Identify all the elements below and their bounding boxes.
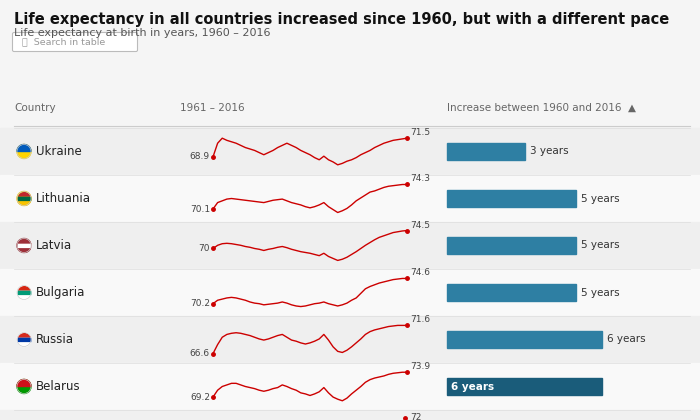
Bar [0,363,700,410]
Text: 68.9: 68.9 [190,152,210,161]
Text: 🔍  Search in table: 🔍 Search in table [22,37,105,47]
Bar [447,236,576,255]
Text: Bulgaria: Bulgaria [36,286,85,299]
Text: 5 years: 5 years [581,194,620,204]
Text: Latvia: Latvia [36,239,72,252]
Bar [0,222,700,269]
Text: 1961 – 2016: 1961 – 2016 [180,103,244,113]
Bar [447,189,576,207]
Circle shape [17,239,31,252]
Text: Life expectancy in all countries increased since 1960, but with a different pace: Life expectancy in all countries increas… [14,12,669,27]
Circle shape [17,192,31,205]
Text: Life expectancy at birth in years, 1960 – 2016: Life expectancy at birth in years, 1960 … [14,28,270,38]
Circle shape [17,380,31,394]
Text: 74.6: 74.6 [410,268,430,278]
Circle shape [17,286,31,299]
Text: Increase between 1960 and 2016  ▲: Increase between 1960 and 2016 ▲ [447,103,636,113]
Bar [0,269,700,316]
Text: 71.5: 71.5 [410,128,430,137]
Text: Russia: Russia [36,333,74,346]
Bar [0,410,700,420]
Text: 66.6: 66.6 [190,349,210,358]
Text: Belarus: Belarus [36,380,80,393]
Text: 6 years: 6 years [451,381,494,391]
Text: 3 years: 3 years [529,147,568,157]
Bar [0,128,700,175]
Bar [0,175,700,222]
Circle shape [17,333,31,346]
Text: 72: 72 [410,414,421,420]
Text: 70: 70 [199,244,210,253]
FancyBboxPatch shape [13,32,137,52]
Text: 5 years: 5 years [581,241,620,250]
Text: 69.2: 69.2 [190,393,210,402]
Polygon shape [17,144,31,152]
Bar [447,378,602,396]
Bar [447,331,602,349]
Circle shape [17,144,31,158]
Text: 74.5: 74.5 [410,220,430,230]
Bar [447,284,576,302]
Text: 70.1: 70.1 [190,205,210,213]
Text: Lithuania: Lithuania [36,192,91,205]
Text: 71.6: 71.6 [410,315,430,324]
Text: 73.9: 73.9 [410,362,430,371]
Text: 5 years: 5 years [581,288,620,297]
Text: Ukraine: Ukraine [36,145,82,158]
Bar [447,142,524,160]
Bar [0,316,700,363]
Text: Country: Country [14,103,55,113]
Text: 74.3: 74.3 [410,174,430,184]
Text: 6 years: 6 years [607,334,645,344]
Polygon shape [17,380,31,386]
Text: 70.2: 70.2 [190,299,210,308]
